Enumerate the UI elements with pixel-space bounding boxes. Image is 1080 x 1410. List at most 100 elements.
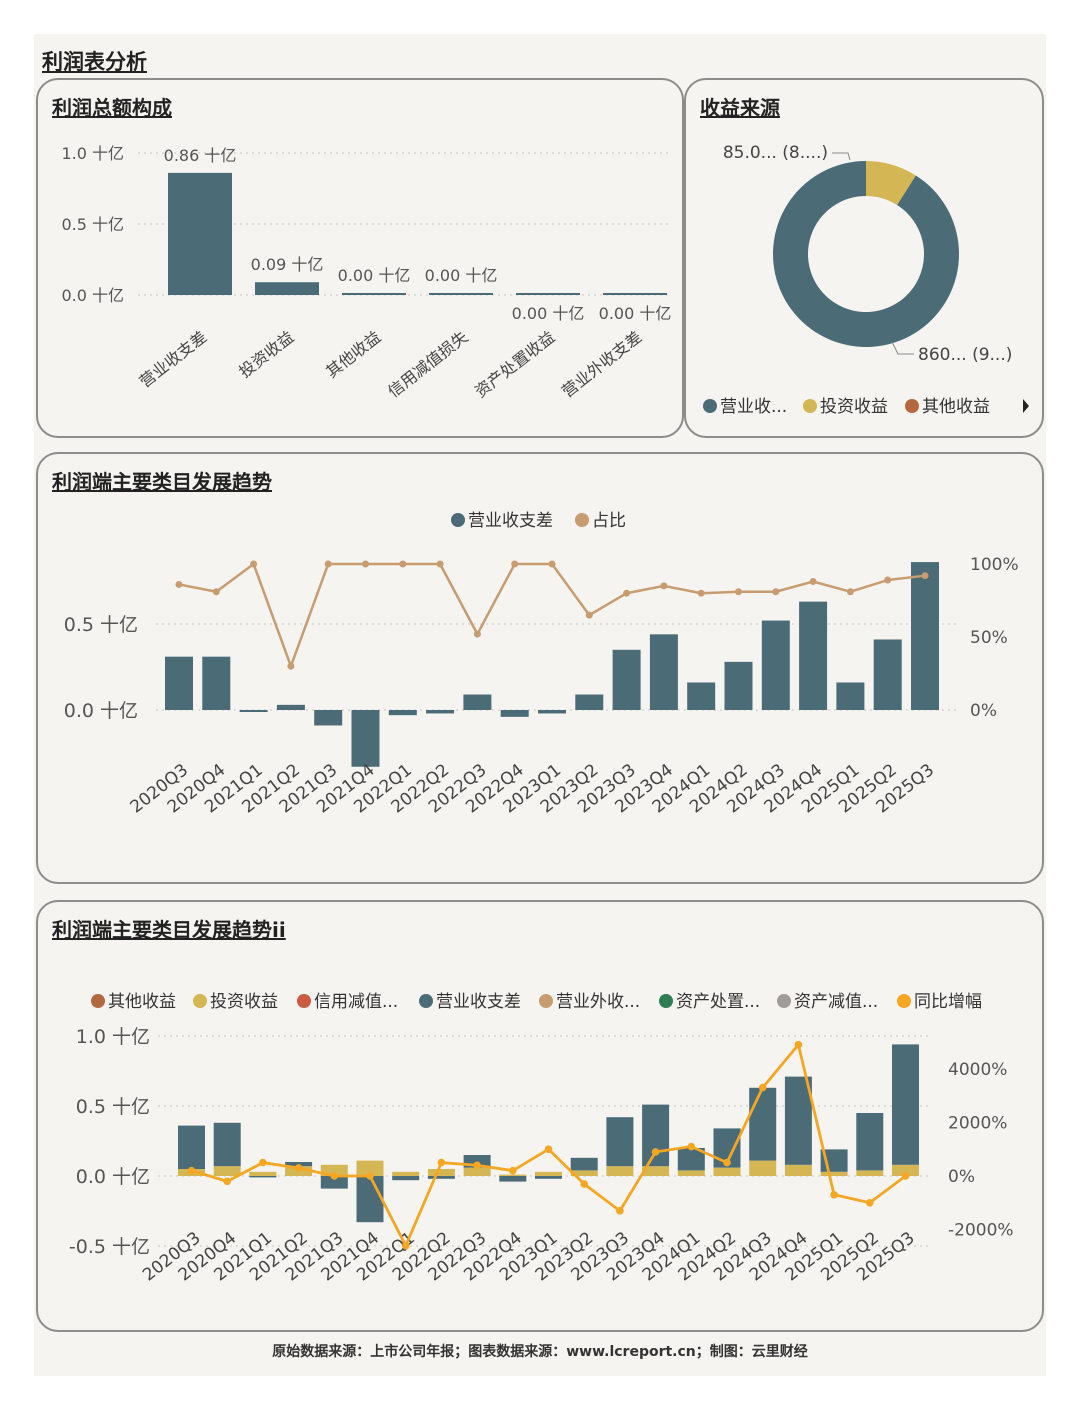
legend-label: 营业外收...	[556, 992, 640, 1012]
bar-operating	[356, 1176, 384, 1223]
income-source-panel: 收益来源 85.0... (8....) 860... (9...) 营业收... 投…	[684, 78, 1044, 438]
legend-marker	[539, 994, 553, 1008]
line-point	[866, 1199, 874, 1207]
legend-label: 其他收益	[108, 992, 176, 1012]
bar	[429, 293, 493, 295]
data-label: 0.86 十亿	[164, 146, 237, 165]
bar-operating	[178, 1125, 205, 1169]
bar-invest	[392, 1171, 420, 1176]
bar-invest	[749, 1160, 777, 1176]
x-tick-label: 营业收支差	[136, 327, 211, 391]
bar	[351, 710, 380, 767]
y-tick-label: 0.5 十亿	[61, 215, 124, 234]
bar	[500, 710, 529, 717]
line-point	[901, 1172, 910, 1180]
trend-ii-stacked-chart: 其他收益 投资收益 信用减值... 营业收支差 营业外收... 资产处置... 资产减值..…	[69, 992, 1014, 1285]
line-point	[580, 1180, 588, 1188]
bar-operating	[892, 1044, 919, 1165]
line-point	[548, 560, 556, 568]
legend-label: 资产减值...	[794, 992, 878, 1012]
line-point	[324, 560, 332, 568]
line-point	[723, 1158, 731, 1167]
trend-ii-panel: 利润端主要类目发展趋势ii 其他收益 投资收益 信用减值... 营业收支差 营业外收..…	[36, 900, 1044, 1332]
bar-operating	[249, 1176, 277, 1178]
bar	[649, 634, 678, 710]
legend-label: 投资收益	[210, 992, 278, 1012]
y-tick-label: 0.0 十亿	[76, 1166, 150, 1188]
legend-marker	[193, 994, 207, 1008]
bar-operating	[320, 1176, 348, 1189]
line-point	[509, 1166, 517, 1175]
x-tick-label: 投资收益	[235, 327, 297, 381]
bar-operating	[606, 1117, 634, 1167]
y2-tick-label: 50%	[970, 628, 1008, 648]
bar	[603, 293, 667, 295]
bar-operating	[784, 1076, 812, 1165]
bar-invest	[642, 1166, 670, 1176]
bar-operating	[856, 1113, 884, 1171]
y2-tick-label: 100%	[970, 555, 1019, 575]
bar	[168, 172, 232, 295]
bar-invest	[713, 1167, 741, 1176]
bar	[239, 710, 268, 712]
bar	[202, 656, 231, 710]
y2-tick-label: 0%	[970, 701, 997, 721]
bar-invest	[499, 1174, 527, 1176]
y-tick-label: 0.0 十亿	[64, 700, 138, 722]
bar	[575, 694, 604, 710]
data-label: 0.09 十亿	[251, 255, 324, 274]
line-point	[660, 582, 668, 590]
bar-invest	[677, 1170, 705, 1176]
legend-marker	[703, 399, 717, 413]
line-point	[884, 576, 892, 584]
legend-label: 同比增幅	[914, 992, 982, 1012]
line-point	[830, 1190, 838, 1199]
line-point	[544, 1145, 553, 1153]
bar-operating	[213, 1122, 241, 1167]
y-tick-label: 0.0 十亿	[61, 286, 124, 305]
bar-invest	[320, 1164, 348, 1176]
line-point	[437, 1158, 446, 1167]
bar	[538, 710, 566, 714]
line-point	[223, 1177, 231, 1186]
line-point	[794, 1040, 803, 1049]
trend-panel: 利润端主要类目发展趋势 营业收支差 占比 0.0 十亿 0.5 十亿 0% 50% 100%…	[36, 452, 1044, 884]
line-point	[809, 578, 817, 586]
legend-label: 占比	[592, 511, 626, 531]
bar	[342, 293, 406, 295]
x-tick-label: 资产处置收益	[471, 327, 558, 401]
bar-invest	[356, 1160, 384, 1176]
line-point	[287, 662, 295, 670]
bar	[463, 694, 492, 710]
line-point	[735, 588, 742, 596]
y-tick-label: -0.5 十亿	[69, 1236, 150, 1258]
line-point	[687, 1142, 696, 1151]
bar	[276, 704, 305, 710]
line-point	[399, 560, 407, 568]
legend-marker	[575, 513, 589, 527]
legend-marker	[905, 399, 919, 413]
line-point	[259, 1158, 267, 1167]
y2-tick-label: -2000%	[948, 1221, 1014, 1241]
legend-next-icon[interactable]	[1023, 399, 1029, 413]
bar-invest	[820, 1171, 848, 1176]
legend-marker	[419, 994, 433, 1008]
label-leader	[891, 341, 914, 355]
legend-marker	[803, 399, 817, 413]
bar	[314, 710, 343, 726]
y-tick-label: 0.5 十亿	[64, 614, 138, 636]
bar	[687, 682, 716, 710]
label-leader	[832, 152, 851, 161]
line-point	[187, 1166, 196, 1175]
bar	[165, 656, 193, 710]
bar-invest	[249, 1171, 277, 1176]
profit-composition-panel: 利润总额构成 0.0 十亿 0.5 十亿 1.0 十亿 0.86 十亿 营业收支差 0.0…	[36, 78, 684, 438]
line-point	[294, 1164, 303, 1172]
line-point	[362, 560, 369, 568]
data-label: 0.00 十亿	[512, 304, 585, 323]
legend-label: 营业收...	[720, 397, 787, 417]
donut-slice	[866, 161, 916, 206]
y-tick-label: 0.5 十亿	[76, 1096, 150, 1118]
line-point	[473, 1161, 481, 1170]
trend-title: 利润端主要类目发展趋势	[52, 470, 272, 494]
